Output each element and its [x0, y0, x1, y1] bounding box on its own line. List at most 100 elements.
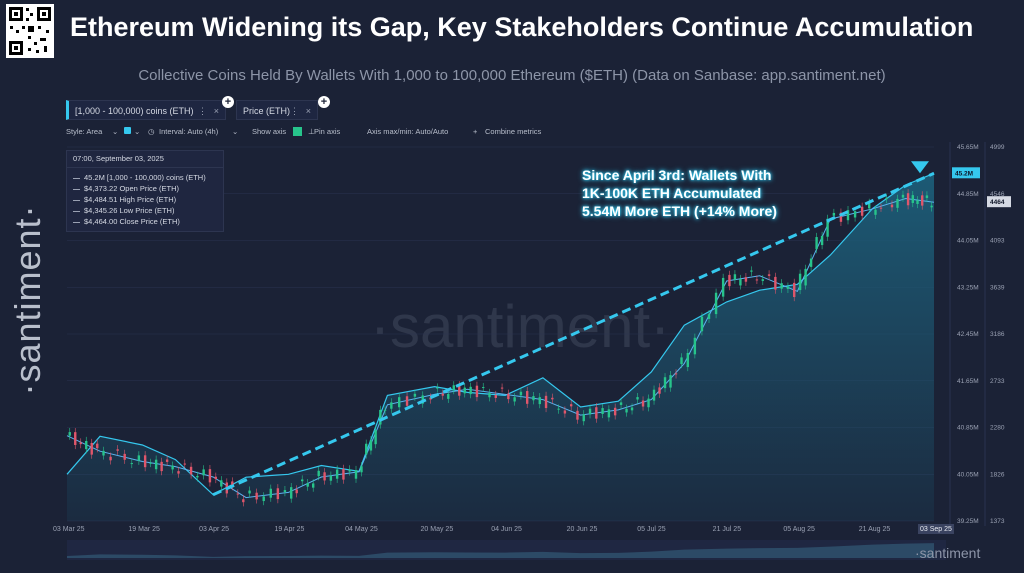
- price-candle: [301, 479, 304, 482]
- santiment-watermark: ·santiment·: [370, 293, 671, 360]
- tooltip-row: 45.2M [1,000 - 100,000) coins (ETH): [73, 173, 206, 182]
- price-candle: [793, 282, 796, 298]
- price-candle: [652, 389, 656, 401]
- price-candle: [544, 395, 548, 409]
- y-right-tick-label: 1373: [990, 518, 1005, 525]
- y-left-tick-label: 40.05M: [957, 471, 979, 478]
- color-swatch[interactable]: [124, 127, 131, 134]
- price-candle: [809, 258, 813, 267]
- price-candle: [149, 462, 152, 464]
- price-candle: [262, 496, 265, 502]
- price-candle: [165, 459, 169, 462]
- y-left-tick-label: 43.25M: [957, 284, 979, 291]
- price-candle: [397, 397, 401, 408]
- tab-holdings-metric[interactable]: [1,000 - 100,000) coins (ETH) ⋮ ×: [66, 100, 226, 120]
- combine-metrics-button[interactable]: Combine metrics: [485, 127, 542, 136]
- close-icon[interactable]: ×: [213, 106, 219, 116]
- y-right-tick-label: 4999: [990, 144, 1005, 151]
- price-candle: [686, 352, 690, 368]
- price-candle: [874, 209, 877, 215]
- price-candle: [413, 393, 417, 397]
- y-left-tick-label: 44.05M: [957, 238, 979, 245]
- price-candle: [154, 459, 158, 470]
- price-candle: [335, 469, 339, 479]
- price-candle: [839, 212, 843, 222]
- show-axis-checkbox[interactable]: [293, 127, 302, 136]
- price-candle: [513, 397, 516, 402]
- chevron-down-icon[interactable]: ⌄: [134, 127, 141, 136]
- data-tooltip: 07:00, September 03, 2025 45.2M [1,000 -…: [66, 150, 224, 232]
- tooltip-row: $4,373.22 Open Price (ETH): [73, 184, 179, 193]
- price-candle: [488, 393, 491, 398]
- plus-icon[interactable]: +: [473, 127, 478, 136]
- more-icon[interactable]: ⋮: [290, 106, 299, 116]
- price-candle: [916, 200, 919, 204]
- y-left-tick-label: 42.45M: [957, 331, 979, 338]
- price-candle: [551, 397, 554, 400]
- price-candle: [68, 432, 71, 436]
- x-tick-label: 20 Jun 25: [567, 526, 598, 533]
- x-tick-label: 20 May 25: [421, 526, 454, 533]
- y-right-tick-label: 4546: [990, 191, 1005, 198]
- price-candle: [421, 395, 424, 404]
- price-candle: [860, 206, 864, 216]
- price-candle: [901, 194, 905, 198]
- price-candle: [582, 414, 585, 422]
- price-candle: [317, 470, 320, 477]
- x-current-date-badge: [918, 524, 954, 534]
- price-candle: [846, 210, 850, 221]
- price-candle: [329, 475, 333, 481]
- price-candle: [102, 450, 105, 456]
- price-candle: [896, 198, 899, 208]
- current-holdings-value: 45.2M: [955, 170, 973, 177]
- tab-holdings-label: [1,000 - 100,000) coins (ETH): [75, 106, 194, 116]
- y-right-tick-label: 3186: [990, 331, 1005, 338]
- price-candle: [576, 410, 579, 420]
- axis-maxmin-select[interactable]: Axis max/min: Auto/Auto: [367, 127, 449, 136]
- chevron-down-icon[interactable]: ⌄: [112, 127, 119, 136]
- price-candle: [436, 387, 439, 389]
- pin-icon: ⊥: [308, 127, 315, 136]
- add-metric-icon[interactable]: +: [318, 96, 330, 108]
- price-candle: [354, 470, 358, 479]
- price-candle: [494, 395, 497, 398]
- price-candle: [853, 211, 857, 218]
- price-candle: [196, 475, 199, 478]
- close-icon[interactable]: ×: [305, 106, 311, 116]
- price-candle: [390, 402, 393, 409]
- price-candle: [557, 408, 560, 410]
- price-candle: [96, 443, 99, 449]
- clock-icon: ◷: [148, 127, 155, 136]
- price-candle: [588, 408, 592, 415]
- price-candle: [137, 455, 141, 461]
- chart-annotation: Since April 3rd: Wallets With 1K-100K ET…: [582, 166, 812, 220]
- price-candle: [306, 483, 309, 487]
- price-candle: [295, 489, 298, 494]
- interval-select[interactable]: Interval: Auto (4h): [159, 127, 219, 136]
- price-candle: [728, 274, 731, 287]
- price-candle: [469, 386, 472, 395]
- price-candle: [744, 277, 748, 282]
- y-right-tick-label: 1826: [990, 471, 1005, 478]
- price-candle: [733, 274, 737, 280]
- price-candle: [519, 391, 523, 396]
- pin-axis-toggle[interactable]: Pin axis: [314, 127, 341, 136]
- current-holdings-badge: [952, 167, 980, 179]
- price-candle: [171, 465, 174, 470]
- y-right-tick-label: 3639: [990, 284, 1005, 291]
- style-select[interactable]: Style: Area: [66, 127, 103, 136]
- chevron-down-icon[interactable]: ⌄: [232, 127, 239, 136]
- x-tick-label: 19 Mar 25: [128, 526, 160, 533]
- more-icon[interactable]: ⋮: [198, 106, 207, 116]
- price-candle: [283, 490, 287, 493]
- price-candle: [323, 472, 326, 481]
- tab-price-metric[interactable]: Price (ETH) ⋮ ×: [236, 100, 318, 120]
- add-metric-icon[interactable]: +: [222, 96, 234, 108]
- y-left-tick-label: 44.85M: [957, 191, 979, 198]
- price-candle: [447, 393, 450, 399]
- price-candle: [85, 440, 88, 450]
- y-right-tick-label: 2733: [990, 378, 1005, 385]
- price-candle: [693, 337, 697, 355]
- y-left-tick-label: 45.65M: [957, 144, 979, 151]
- y-left-tick-label: 40.85M: [957, 425, 979, 432]
